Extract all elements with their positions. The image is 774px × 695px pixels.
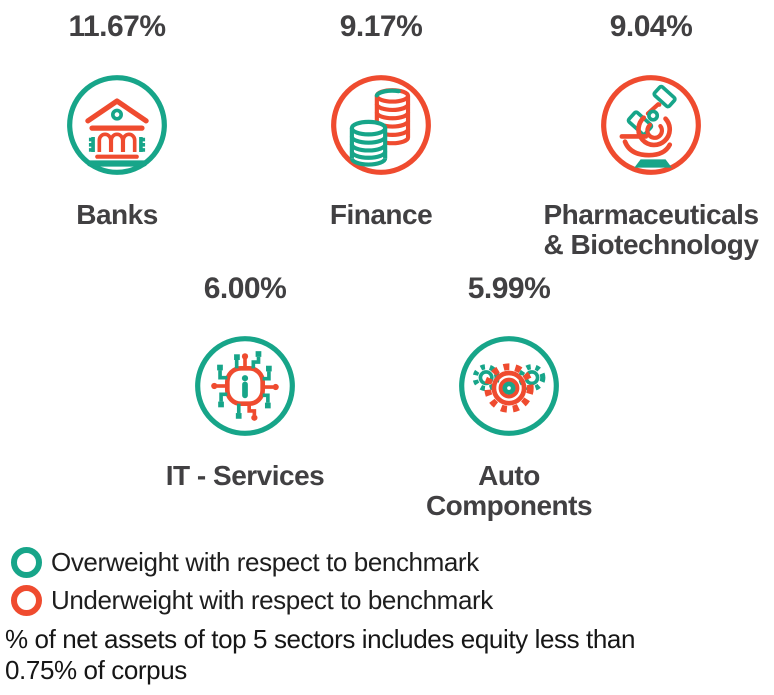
sector-label: Auto Components xyxy=(425,460,593,521)
bank-icon xyxy=(65,73,169,177)
legend: Overweight with respect to benchmark Und… xyxy=(0,543,774,619)
sector-percent: 11.67% xyxy=(68,10,166,43)
sector-finance: 9.17% xyxy=(234,10,528,272)
footnote: % of net assets of top 5 sectors include… xyxy=(0,624,774,686)
gears-icon xyxy=(457,334,561,438)
footnote-line-2: 0.75% of corpus xyxy=(5,655,187,685)
underweight-ring-icon xyxy=(11,584,42,616)
coin-stack-icon xyxy=(329,73,433,177)
overweight-ring-icon xyxy=(11,546,42,578)
sector-auto-components: 5.99% Auto Components xyxy=(377,272,641,540)
sector-label: Banks xyxy=(76,199,158,230)
sector-percent: 6.00% xyxy=(203,272,287,305)
footnote-line-1: % of net assets of top 5 sectors include… xyxy=(5,624,636,654)
sector-pharma: 9.04% Pharmaceuticals & Biotechnology xyxy=(528,10,774,272)
microscope-icon xyxy=(599,73,703,177)
sector-label: Pharmaceuticals & Biotechnology xyxy=(543,199,759,260)
sector-row-1: 11.67% Banks 9.17% xyxy=(0,0,774,272)
sector-label: Finance xyxy=(329,199,433,230)
legend-label: Underweight with respect to benchmark xyxy=(51,584,493,615)
legend-label: Overweight with respect to benchmark xyxy=(51,546,479,577)
sector-percent: 9.17% xyxy=(339,10,423,43)
sector-label: IT - Services xyxy=(165,460,325,491)
sector-percent: 5.99% xyxy=(467,272,551,305)
legend-item-overweight: Overweight with respect to benchmark xyxy=(11,543,774,581)
legend-item-underweight: Underweight with respect to benchmark xyxy=(11,581,774,619)
sector-it-services: 6.00% xyxy=(113,272,377,540)
sector-percent: 9.04% xyxy=(609,10,693,43)
circuit-info-icon xyxy=(193,334,297,438)
sector-row-2: 6.00% xyxy=(0,272,774,540)
sector-banks: 11.67% Banks xyxy=(0,10,234,272)
